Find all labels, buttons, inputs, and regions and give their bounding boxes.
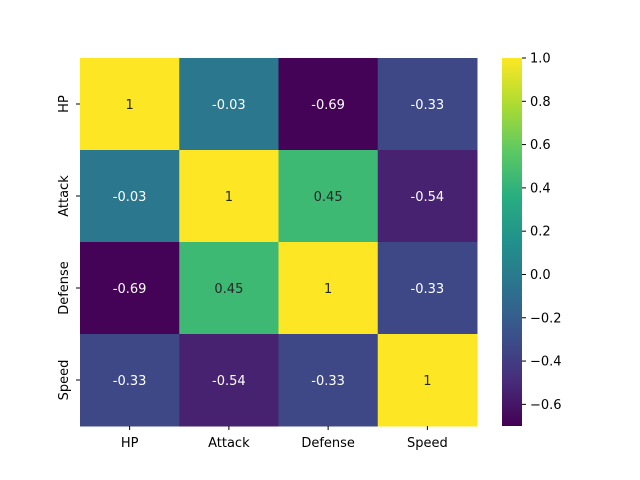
heatmap-cell-1-0 (80, 150, 180, 243)
cell-label-1-2: 0.45 (314, 190, 343, 205)
y-axis: HP Attack Defense Speed (57, 95, 80, 400)
x-axis: HP Attack Defense Speed (121, 426, 448, 451)
heatmap-cell-0-1 (179, 58, 279, 151)
x-tick-label: Speed (407, 436, 448, 451)
cell-label-3-2: -0.33 (311, 374, 345, 389)
cell-label-0-3: -0.33 (411, 98, 445, 113)
colorbar-gradient (502, 58, 522, 426)
colorbar-tick-label: 0.0 (530, 268, 551, 283)
heatmap-cell-0-3 (377, 58, 478, 151)
colorbar: 1.0 0.8 0.6 0.4 0.2 0.0 −0.2 −0.4 −0.6 (502, 52, 562, 426)
colorbar-tick-label: −0.4 (530, 355, 562, 370)
heatmap-cell-3-0 (80, 334, 180, 427)
heatmap-cell-3-3 (377, 334, 478, 427)
colorbar-tick-label: 0.8 (530, 95, 551, 110)
y-tick-label: Attack (57, 175, 72, 217)
heatmap-cell-3-1 (179, 334, 279, 427)
cell-label-1-1: 1 (225, 190, 233, 205)
cell-label-1-0: -0.03 (113, 190, 147, 205)
cell-label-0-1: -0.03 (212, 98, 246, 113)
heatmap-cell-3-2 (278, 334, 379, 427)
colorbar-tick-label: 1.0 (530, 52, 551, 67)
cell-label-1-3: -0.54 (411, 190, 445, 205)
colorbar-tick-label: 0.4 (530, 181, 551, 196)
heatmap-cell-2-0 (80, 242, 180, 335)
cell-label-3-0: -0.33 (113, 374, 147, 389)
x-tick-label: HP (121, 436, 139, 451)
colorbar-tick-label: 0.2 (530, 225, 551, 240)
x-tick-label: Attack (208, 436, 250, 451)
cell-label-2-3: -0.33 (411, 282, 445, 297)
colorbar-tick-label: 0.6 (530, 138, 551, 153)
heatmap-cell-2-2 (278, 242, 379, 335)
y-tick-label: Defense (57, 261, 72, 315)
cell-label-0-2: -0.69 (311, 98, 345, 113)
heatmap-cell-2-1 (179, 242, 279, 335)
heatmap-cell-2-3 (377, 242, 478, 335)
cell-label-0-0: 1 (125, 98, 133, 113)
heatmap-cell-1-1 (179, 150, 279, 243)
cell-label-2-1: 0.45 (214, 282, 243, 297)
y-tick-label: Speed (57, 360, 72, 401)
heatmap-cell-1-3 (377, 150, 478, 243)
heatmap-cell-1-2 (278, 150, 379, 243)
heatmap-cells: 1 -0.03 -0.69 -0.33 -0.03 1 0.45 -0.54 -0.69 0.45… (80, 58, 478, 427)
colorbar-tick-label: −0.6 (530, 398, 562, 413)
x-tick-label: Defense (301, 436, 355, 451)
cell-label-3-3: 1 (423, 374, 431, 389)
cell-label-2-0: -0.69 (113, 282, 147, 297)
colorbar-tick-label: −0.2 (530, 311, 562, 326)
cell-label-3-1: -0.54 (212, 374, 246, 389)
heatmap-cell-0-0 (80, 58, 180, 151)
heatmap-cell-0-2 (278, 58, 379, 151)
y-tick-label: HP (57, 95, 72, 113)
cell-label-2-2: 1 (324, 282, 332, 297)
